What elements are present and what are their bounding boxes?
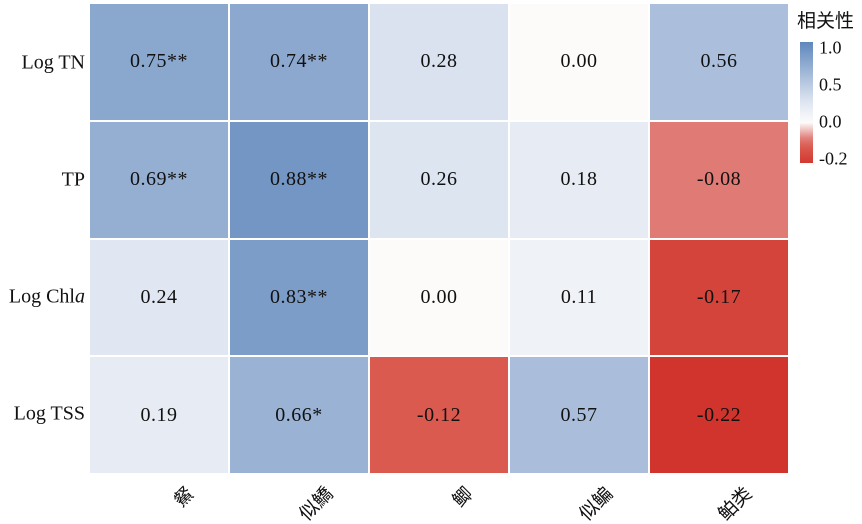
heatmap-cell-r2c4: 0.18 (510, 121, 648, 238)
heatmap-cell-r1c5: 0.56 (650, 4, 788, 120)
x-axis-label-4: 似鳊 (575, 483, 617, 524)
heatmap-cell-r3c5: -0.17 (650, 239, 788, 356)
x-axis-label-5: 鲌类 (714, 483, 757, 524)
x-axis-label-1: 䱗 (169, 483, 199, 512)
heatmap-grid: 0.75** 0.74** 0.28 0.00 0.56 0.69** 0.88** 0.26… (90, 4, 788, 473)
heatmap-cell-r4c3: -0.12 (370, 357, 508, 473)
y-axis-label-4: Log TSS (14, 403, 85, 426)
heatmap-cell-r2c2: 0.88** (230, 121, 368, 238)
legend-tick--0.2: -0.2 (819, 148, 848, 169)
heatmap-cell-r4c4: 0.57 (510, 357, 648, 473)
legend-tick-0.0: 0.0 (819, 111, 842, 132)
legend-title: 相关性 (797, 11, 855, 32)
y-axis-label-text: Log TSS (13, 402, 85, 425)
y-axis-label-text: Log TN (21, 51, 85, 74)
legend-colorbar (800, 42, 813, 163)
heatmap-cell-r1c2: 0.74** (230, 4, 368, 120)
heatmap-cell-r4c1: 0.19 (90, 357, 228, 473)
y-axis-label-text: Log Chl (8, 285, 75, 308)
heatmap-cell-r3c1: 0.24 (90, 239, 228, 356)
heatmap-cell-r2c3: 0.26 (370, 121, 508, 238)
heatmap-cell-r3c4: 0.11 (510, 239, 648, 356)
y-axis-label-text: TP (61, 168, 85, 191)
x-axis-label-2: 似鱎 (296, 483, 338, 524)
heatmap-cell-r4c2: 0.66* (230, 357, 368, 473)
heatmap-cell-r3c2: 0.83** (230, 239, 368, 356)
y-axis-label-1: Log TN (21, 51, 85, 74)
heatmap-cell-r1c4: 0.00 (510, 4, 648, 120)
y-axis-label-2: TP (62, 168, 85, 191)
heatmap-cell-r2c5: -0.08 (650, 121, 788, 238)
legend-tick-1.0: 1.0 (819, 37, 842, 58)
heatmap-cell-r2c1: 0.69** (90, 121, 228, 238)
legend-tick-0.5: 0.5 (819, 74, 842, 95)
heatmap-cell-r1c3: 0.28 (370, 4, 508, 120)
heatmap-cell-r1c1: 0.75** (90, 4, 228, 120)
y-axis-label-3: Log Chla (9, 286, 85, 309)
heatmap-cell-r3c3: 0.00 (370, 239, 508, 356)
x-axis-label-3: 鲫 (449, 483, 478, 512)
heatmap-cell-r4c5: -0.22 (650, 357, 788, 473)
y-axis-label-italic-text: a (75, 285, 85, 308)
